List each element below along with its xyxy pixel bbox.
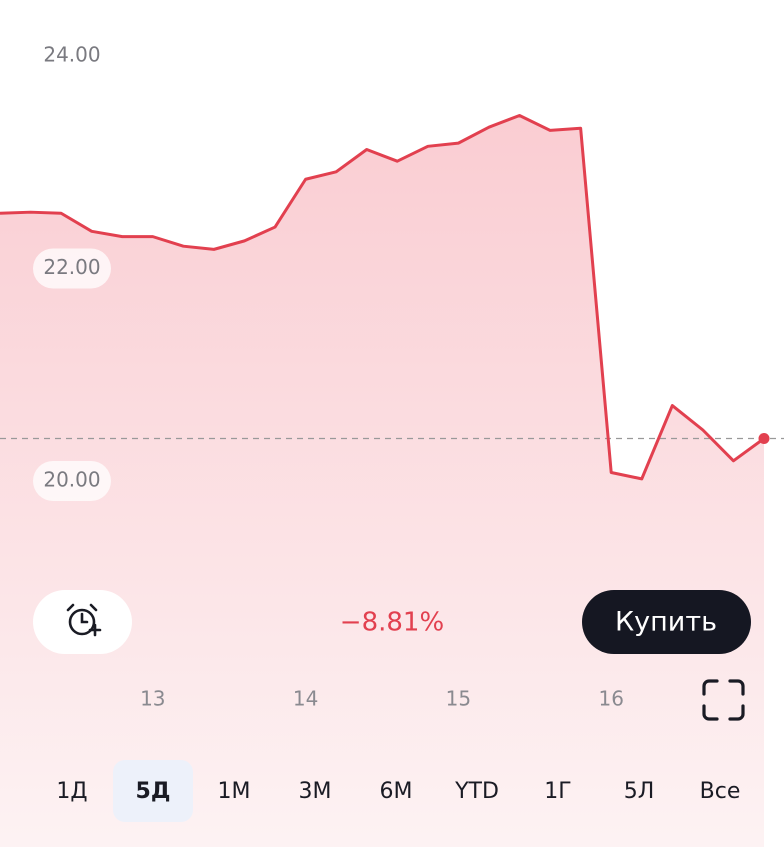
period-button[interactable]: 1Д (56, 779, 87, 804)
period-button[interactable]: 1Г (544, 779, 571, 804)
period-button[interactable]: 5Л (624, 779, 655, 804)
last-point (758, 433, 770, 444)
change-label: −8.81% (340, 608, 444, 638)
x-tick-label: 14 (293, 687, 318, 711)
buy-button[interactable] (582, 590, 751, 654)
period-button[interactable]: 3М (299, 779, 332, 804)
period-button[interactable]: 5Д (136, 779, 171, 804)
x-tick-label: 13 (140, 687, 165, 711)
period-selected (113, 760, 193, 822)
alarm-icon (66, 603, 102, 637)
area (0, 115, 764, 847)
period-button[interactable]: 6М (380, 779, 413, 804)
plot: 24.00 22.00 20.00 13 14 15 16 (0, 36, 784, 847)
y-tick-label: 20.00 (43, 468, 100, 492)
x-tick-label: 15 (446, 687, 471, 711)
period-button[interactable]: 1М (218, 779, 251, 804)
period-button[interactable]: Все (700, 779, 741, 804)
y-tick-pill (33, 36, 111, 76)
x-tick-label: 16 (598, 687, 623, 711)
price-line (0, 114, 765, 481)
controls: Купить −8.81% 1Д 5Д 1М 3М 6М YTD 1Г 5Л Все (33, 590, 751, 822)
period-button[interactable]: YTD (454, 779, 499, 804)
y-tick-label: 22.00 (43, 255, 100, 279)
fullscreen-button[interactable] (702, 679, 745, 721)
y-tick-pill (33, 248, 111, 289)
y-tick-pill (33, 461, 111, 501)
y-tick-label: 24.00 (43, 43, 100, 67)
buy-label: Купить (615, 607, 717, 638)
